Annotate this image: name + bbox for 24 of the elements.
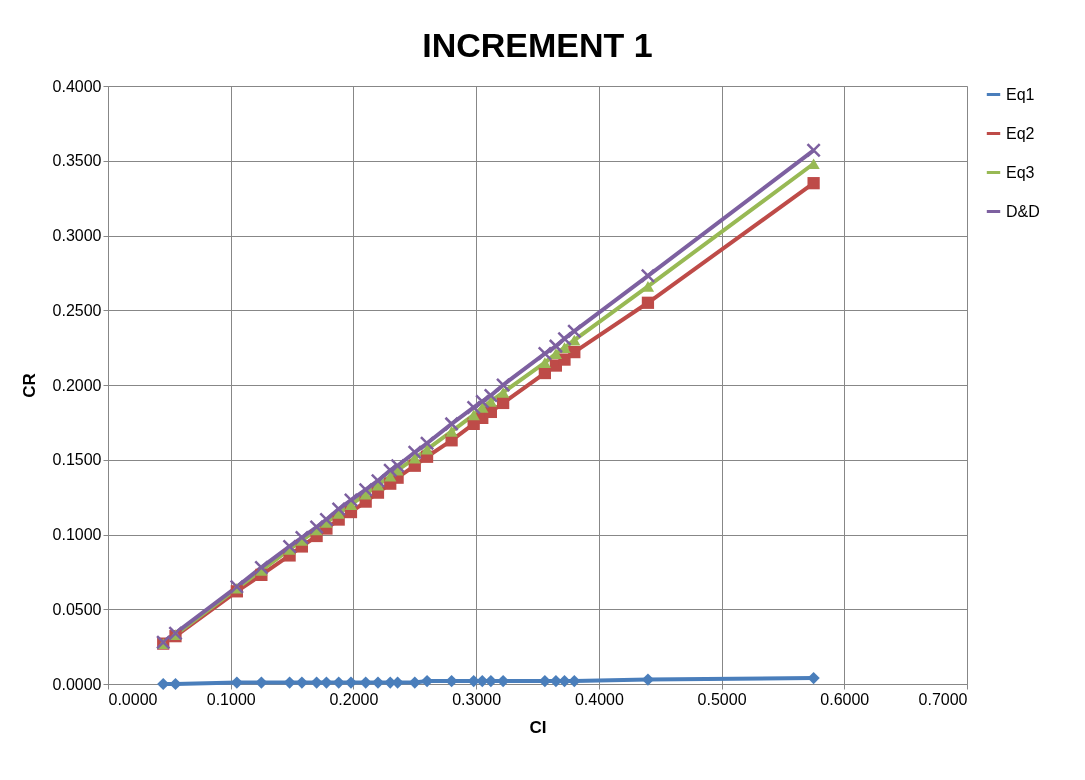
legend-label: Eq3 [1006, 163, 1035, 181]
y-tick-label: 0.2000 [52, 376, 102, 394]
y-tick-label: 0.4000 [52, 77, 102, 95]
x-tick-label: 0.0000 [108, 690, 158, 708]
x-tick-label: 0.6000 [820, 690, 870, 708]
y-tick-label: 0.2500 [52, 301, 102, 319]
x-axis-title: CI [529, 717, 547, 737]
y-tick-label: 0.0500 [52, 600, 102, 618]
y-tick-label: 0.1500 [52, 451, 102, 469]
legend-label: Eq1 [1006, 85, 1035, 103]
legend-label: D&D [1006, 202, 1040, 220]
chart-title: INCREMENT 1 [422, 26, 653, 64]
x-tick-label: 0.2000 [329, 690, 379, 708]
x-tick-label: 0.7000 [918, 690, 968, 708]
y-tick-label: 0.3500 [52, 152, 102, 170]
y-tick-label: 0.0000 [52, 675, 102, 693]
x-tick-label: 0.4000 [574, 690, 624, 708]
y-axis-title: CR [19, 373, 39, 398]
x-tick-label: 0.3000 [452, 690, 502, 708]
x-tick-label: 0.1000 [206, 690, 256, 708]
y-tick-label: 0.1000 [52, 526, 102, 543]
legend-label: Eq2 [1006, 124, 1035, 142]
y-tick-label: 0.3000 [52, 227, 102, 244]
x-tick-label: 0.5000 [697, 690, 747, 708]
